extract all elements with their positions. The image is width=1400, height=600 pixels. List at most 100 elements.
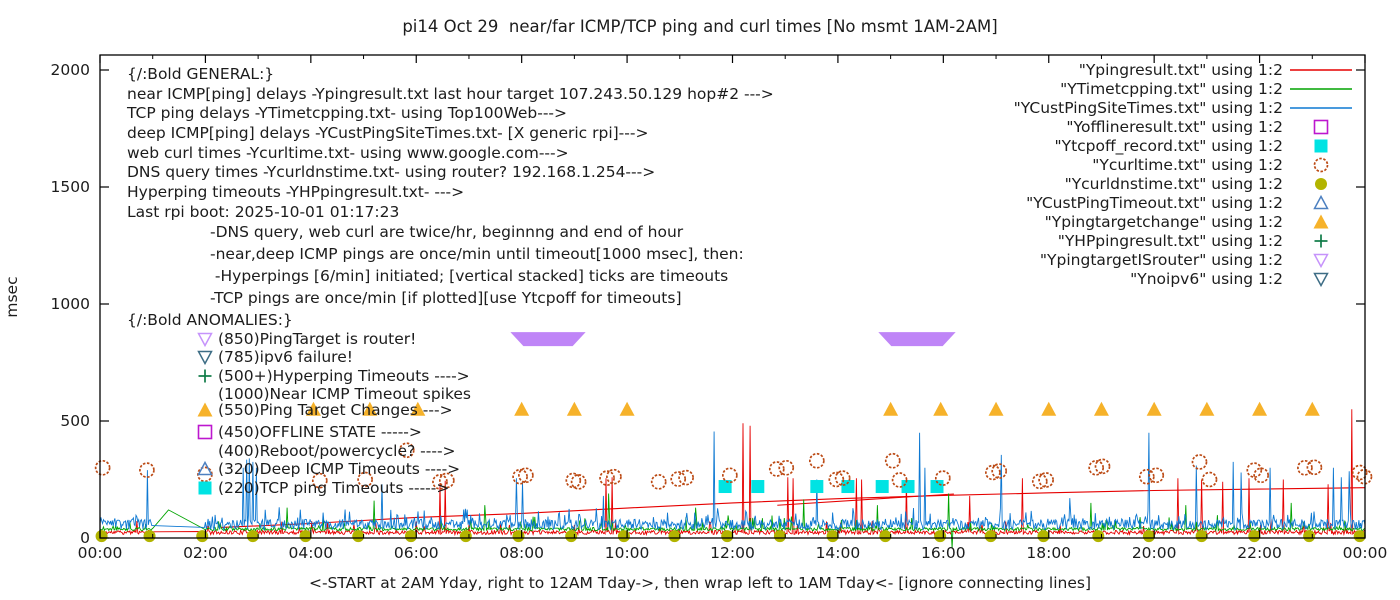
legend-marker-4 xyxy=(1313,119,1329,135)
legend-label: "Ypingresult.txt" using 1:2 xyxy=(1078,61,1283,79)
note-line: -TCP pings are once/min [if plotted][use… xyxy=(210,289,682,307)
pingtarget-change-point xyxy=(1199,401,1215,416)
curl-time-point xyxy=(834,470,851,486)
note-line: -DNS query, web curl are twice/hr, begin… xyxy=(210,223,684,241)
curl-time-point xyxy=(1031,473,1048,490)
x-tick-label: 10:00 xyxy=(604,544,650,562)
anomaly-line: (785)ipv6 failure! xyxy=(218,348,353,366)
pingtarget-change-point xyxy=(1041,401,1057,416)
anomaly-line: (1000)Near ICMP Timeout spikes xyxy=(218,385,472,403)
dns-time-point xyxy=(404,530,417,543)
tcpoff-point xyxy=(901,480,915,494)
legend-label: "Ycurldnstime.txt" using 1:2 xyxy=(1064,175,1283,193)
x-tick-label: 14:00 xyxy=(815,544,861,562)
curl-time-point xyxy=(1191,454,1208,470)
dns-time-point xyxy=(512,530,525,543)
chart-title: pi14 Oct 29 near/far ICMP/TCP ping and c… xyxy=(402,17,998,36)
legend-marker-6 xyxy=(1313,157,1329,173)
series-tcpping-green xyxy=(99,493,1366,549)
pingtarget-change-point xyxy=(883,401,899,416)
dns-time-point xyxy=(934,530,947,543)
curl-time-point xyxy=(357,471,373,488)
pingtarget-is-router-band xyxy=(878,332,956,347)
anomaly-marker xyxy=(197,402,213,417)
legend-marker-12 xyxy=(1313,272,1329,288)
curl-time-point xyxy=(1351,464,1368,481)
pingtarget-change-point xyxy=(1146,401,1162,416)
general-line: DNS query times -Ycurldnstime.txt- using… xyxy=(127,163,656,181)
pingtarget-change-point xyxy=(410,401,426,416)
curl-time-point xyxy=(565,472,582,489)
curl-time-point xyxy=(1088,459,1105,476)
curl-time-point xyxy=(518,467,534,484)
anomaly-line: (450)OFFLINE STATE -----> xyxy=(218,423,422,441)
x-tick-label: 08:00 xyxy=(499,544,544,562)
tcpoff-point xyxy=(718,480,732,494)
dns-time-point xyxy=(1248,530,1261,543)
curl-time-point xyxy=(1138,468,1155,485)
pingtarget-change-point xyxy=(619,401,635,416)
dns-time-point xyxy=(617,530,630,543)
x-tick-label: 20:00 xyxy=(1131,544,1177,562)
tcpoff-point xyxy=(841,480,855,494)
curl-time-point xyxy=(398,442,415,459)
dns-time-point xyxy=(299,530,312,543)
general-line: {/:Bold GENERAL:} xyxy=(127,65,275,83)
legend-label: "YCustPingSiteTimes.txt" using 1:2 xyxy=(1013,99,1283,117)
curl-time-point xyxy=(934,470,951,486)
general-line: deep ICMP[ping] delays -YCustPingSiteTim… xyxy=(127,124,649,142)
series-deepping-blue xyxy=(99,431,1366,532)
dns-time-point xyxy=(1037,530,1050,543)
tcpoff-point xyxy=(875,480,889,494)
curl-time-point xyxy=(311,472,328,489)
curl-time-point xyxy=(438,472,455,489)
anomaly-marker xyxy=(197,424,213,440)
anomaly-marker xyxy=(197,332,213,348)
curl-time-point xyxy=(599,470,615,486)
y-tick-label: 2000 xyxy=(50,61,90,79)
curl-time-point xyxy=(991,463,1008,479)
curl-time-point xyxy=(1253,467,1270,484)
dns-time-point xyxy=(668,530,681,543)
connecting-line xyxy=(221,487,1366,529)
legend-marker-8 xyxy=(1313,194,1329,210)
anomaly-line: (220)TCP ping Timeouts -----> xyxy=(218,479,450,497)
curl-time-point xyxy=(570,473,587,490)
curl-time-point xyxy=(778,459,795,476)
x-tick-label: 12:00 xyxy=(710,544,755,562)
pingtarget-change-point xyxy=(988,401,1004,416)
dns-time-point xyxy=(1303,530,1316,543)
curl-time-point xyxy=(606,468,622,485)
x-axis-caption: <-START at 2AM Yday, right to 12AM Tday-… xyxy=(308,574,1092,592)
general-line: TCP ping delays -YTimetcpping.txt- using… xyxy=(127,104,568,122)
pingtarget-change-point xyxy=(933,401,949,416)
curl-time-point xyxy=(1148,467,1165,484)
dns-time-point xyxy=(826,530,839,543)
anomaly-marker xyxy=(197,350,213,366)
y-tick-label: 1500 xyxy=(50,178,90,196)
curl-time-point xyxy=(1306,459,1323,476)
y-tick-label: 500 xyxy=(60,412,90,430)
pingtarget-change-point xyxy=(305,401,321,416)
dns-time-point xyxy=(984,530,997,543)
curl-time-point xyxy=(650,473,667,490)
note-line: -Hyperpings [6/min] initiated; [vertical… xyxy=(210,267,729,285)
dns-time-point xyxy=(721,530,734,543)
dns-time-point xyxy=(1353,530,1366,543)
curl-time-point xyxy=(891,472,908,488)
note-line: -near,deep ICMP pings are once/min until… xyxy=(210,245,744,263)
curl-time-point xyxy=(1246,462,1263,478)
dns-time-point xyxy=(459,530,472,543)
general-line: web curl times -Ycurltime.txt- using www… xyxy=(127,144,569,162)
curl-time-point xyxy=(1297,459,1313,476)
curl-time-point xyxy=(768,461,785,477)
curl-time-point xyxy=(94,459,111,476)
dns-time-point xyxy=(773,530,786,543)
curl-time-point xyxy=(985,464,1001,481)
pingtarget-change-point xyxy=(1093,401,1109,416)
anomaly-line: (400)Reboot/powercycle? ----> xyxy=(218,442,456,460)
curl-time-point xyxy=(139,462,155,478)
curl-time-point xyxy=(828,471,845,488)
pingtarget-change-point xyxy=(362,401,378,416)
